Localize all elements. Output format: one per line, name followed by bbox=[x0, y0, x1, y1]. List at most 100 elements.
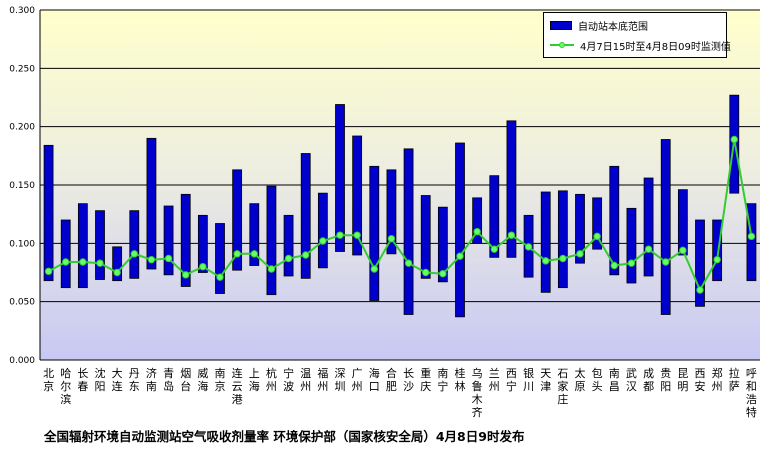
measured-point bbox=[370, 265, 378, 273]
chart-caption: 全国辐射环境自动监测站空气吸收剂量率 环境保护部（国家核安全局）4月8日9时发布 bbox=[44, 429, 525, 444]
x-tick-label: 丹东 bbox=[129, 367, 140, 393]
measured-point bbox=[593, 232, 601, 241]
measured-point bbox=[490, 245, 498, 253]
range-bar bbox=[112, 246, 123, 282]
range-bar bbox=[335, 104, 345, 252]
x-tick-label: 太原 bbox=[575, 367, 586, 393]
range-bar bbox=[437, 206, 448, 283]
measured-point bbox=[679, 246, 687, 255]
measured-point bbox=[284, 254, 293, 263]
y-tick-label: 0.000 bbox=[9, 356, 35, 366]
y-tick-label: 0.150 bbox=[9, 181, 35, 191]
x-tick-label: 福州 bbox=[317, 366, 328, 393]
x-tick-label: 贵阳 bbox=[660, 367, 671, 393]
range-bar bbox=[369, 165, 380, 301]
measured-point bbox=[559, 254, 567, 263]
range-bar bbox=[60, 219, 71, 289]
measured-point bbox=[696, 286, 704, 294]
measured-point bbox=[319, 237, 327, 245]
legend-bar-swatch bbox=[550, 20, 572, 30]
x-tick-label: 长春 bbox=[77, 367, 88, 393]
measured-point bbox=[216, 273, 224, 281]
x-tick-label: 济南 bbox=[146, 366, 157, 393]
range-bar bbox=[197, 214, 208, 273]
measured-point bbox=[644, 245, 653, 253]
x-tick-label: 连云港 bbox=[232, 367, 243, 406]
range-bar bbox=[266, 185, 277, 296]
x-tick-label: 银川 bbox=[523, 366, 534, 393]
measured-point bbox=[713, 255, 721, 264]
range-bar bbox=[249, 203, 260, 266]
x-tick-label: 长沙 bbox=[403, 367, 414, 393]
x-tick-label: 呼和浩特 bbox=[746, 367, 757, 419]
x-tick-label: 南京 bbox=[215, 367, 226, 393]
range-bar bbox=[592, 197, 603, 250]
x-tick-label: 深圳 bbox=[335, 367, 346, 393]
measured-point bbox=[44, 267, 53, 276]
x-tick-label: 拉萨 bbox=[729, 366, 740, 393]
measured-point bbox=[730, 135, 738, 144]
range-bar bbox=[403, 148, 414, 315]
grid-layer bbox=[40, 9, 760, 361]
x-tick-label: 青岛 bbox=[163, 367, 174, 393]
y-tick-label: 0.200 bbox=[9, 123, 35, 133]
y-tick-label: 0.250 bbox=[9, 64, 35, 74]
y-tick-label: 0.050 bbox=[9, 298, 35, 308]
measured-point bbox=[747, 232, 756, 241]
x-tick-label: 西宁 bbox=[506, 367, 517, 393]
x-tick-label: 北京 bbox=[43, 367, 54, 393]
x-axis: 北京哈尔滨长春沈阳大连丹东济南青岛烟台威海南京连云港上海杭州宁波温州福州深圳广州… bbox=[43, 366, 757, 419]
measured-point bbox=[113, 268, 121, 277]
y-tick-label: 0.100 bbox=[9, 239, 35, 249]
measured-point bbox=[182, 271, 190, 279]
measured-point bbox=[96, 259, 104, 267]
x-tick-label: 昆明 bbox=[677, 367, 688, 393]
measured-point bbox=[233, 250, 241, 258]
measured-point bbox=[79, 258, 87, 266]
measured-point bbox=[404, 259, 413, 267]
x-tick-label: 杭州 bbox=[266, 366, 277, 393]
x-tick-label: 乌鲁木齐 bbox=[472, 366, 483, 419]
range-bar bbox=[626, 207, 637, 284]
measured-point bbox=[387, 234, 396, 243]
measured-point bbox=[336, 231, 344, 239]
x-tick-label: 海口 bbox=[369, 366, 380, 393]
measured-point bbox=[627, 259, 636, 267]
range-bar bbox=[712, 219, 723, 282]
measured-point bbox=[353, 231, 361, 239]
legend: 自动站本底范围 4月7日15时至4月8日09时监测值 bbox=[543, 12, 731, 58]
x-tick-label: 南宁 bbox=[437, 367, 448, 393]
measured-point bbox=[473, 227, 481, 236]
range-bar bbox=[609, 165, 620, 276]
range-bar bbox=[129, 210, 140, 279]
x-tick-label: 武汉 bbox=[626, 367, 637, 393]
x-tick-label: 西安 bbox=[695, 367, 706, 393]
range-bar bbox=[489, 175, 500, 258]
range-bar bbox=[557, 190, 568, 289]
range-bar bbox=[232, 169, 243, 271]
range-bar bbox=[540, 191, 551, 293]
line-layer bbox=[44, 135, 756, 294]
range-bar bbox=[180, 193, 191, 287]
range-bar bbox=[300, 153, 311, 279]
range-bar bbox=[695, 219, 705, 307]
range-bar bbox=[215, 223, 225, 294]
x-tick-label: 威海 bbox=[197, 367, 208, 393]
x-tick-label: 上海 bbox=[249, 367, 260, 393]
x-tick-label: 合肥 bbox=[386, 366, 397, 393]
x-tick-label: 温州 bbox=[300, 367, 311, 393]
measured-point bbox=[576, 250, 584, 258]
x-tick-label: 石家庄 bbox=[557, 367, 568, 406]
range-bar bbox=[95, 210, 105, 280]
range-bar bbox=[146, 137, 157, 270]
measured-point bbox=[267, 265, 276, 273]
measured-point bbox=[662, 258, 670, 266]
measured-point bbox=[199, 262, 207, 271]
measured-point bbox=[439, 269, 447, 278]
range-bar bbox=[677, 189, 688, 256]
measured-point bbox=[147, 255, 156, 264]
measured-point bbox=[542, 257, 550, 265]
legend-bar-label: 自动站本底范围 bbox=[578, 21, 648, 33]
x-tick-label: 宁波 bbox=[283, 366, 294, 393]
